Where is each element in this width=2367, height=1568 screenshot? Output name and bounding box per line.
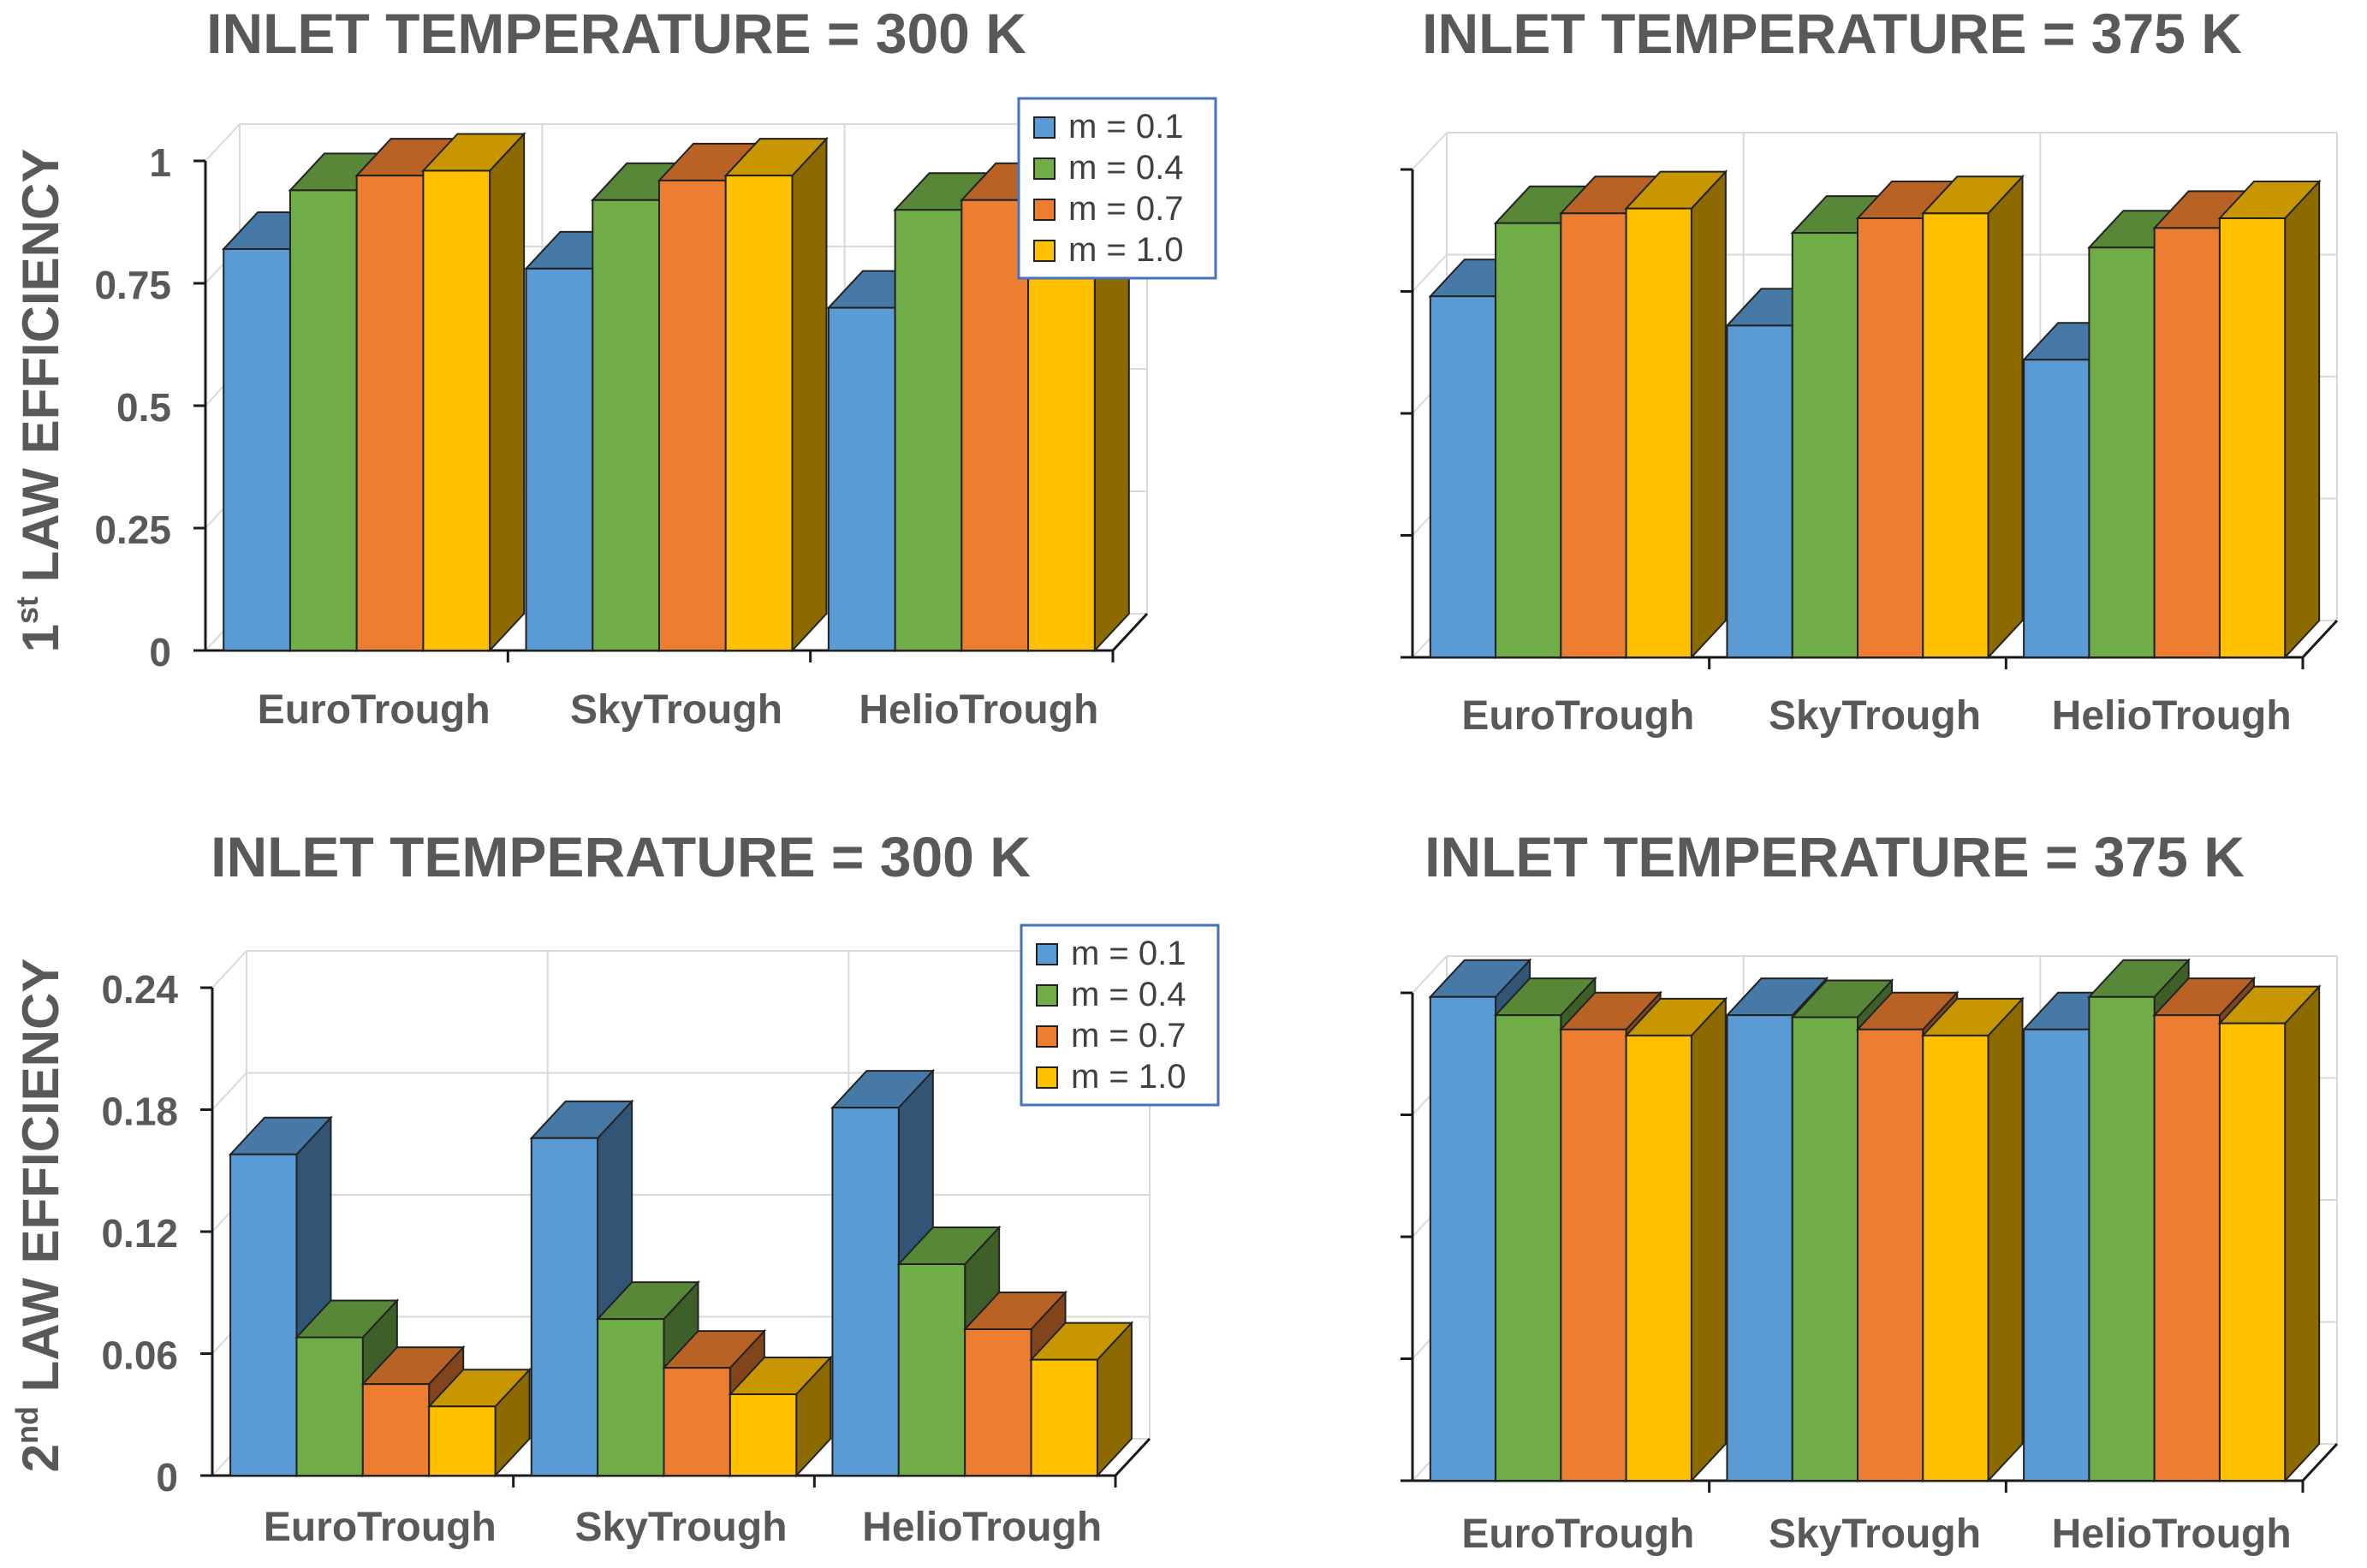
legend-label: m = 0.1 bbox=[1071, 935, 1186, 972]
legend-swatch bbox=[1036, 943, 1058, 965]
x-tick-label: EuroTrough bbox=[1461, 1512, 1694, 1557]
bars bbox=[1428, 958, 2322, 1483]
y-axis-label: 1st LAW EFFICIENCY bbox=[9, 149, 69, 653]
legend-label: m = 0.4 bbox=[1071, 976, 1186, 1013]
legend-item: m = 0.1 bbox=[1036, 935, 1186, 972]
y-tick-label: 0.24 bbox=[101, 967, 178, 1012]
chart-title: INLET TEMPERATURE = 300 K bbox=[211, 825, 1031, 888]
bar bbox=[1920, 996, 2025, 1483]
legend-label: m = 1.0 bbox=[1071, 1058, 1186, 1096]
bars bbox=[221, 131, 1132, 653]
legend-swatch bbox=[1036, 1066, 1058, 1089]
legend-swatch bbox=[1036, 984, 1058, 1007]
y-axis-label: 2nd LAW EFFICIENCY bbox=[9, 959, 69, 1473]
legend-swatch bbox=[1033, 116, 1056, 139]
legend-item: m = 1.0 bbox=[1036, 1058, 1186, 1096]
bar bbox=[728, 1355, 833, 1478]
y-tick-label: 0 bbox=[156, 1455, 178, 1500]
bar bbox=[1624, 996, 1728, 1483]
legend-label: m = 0.4 bbox=[1068, 149, 1184, 187]
bar bbox=[2217, 179, 2322, 660]
x-tick-label: HelioTrough bbox=[859, 687, 1098, 733]
bar bbox=[1920, 174, 2025, 660]
chart-title: INLET TEMPERATURE = 375 K bbox=[1422, 2, 2242, 65]
y-tick-label: 1 bbox=[149, 140, 171, 185]
legend-item: m = 1.0 bbox=[1033, 231, 1184, 269]
legend-swatch bbox=[1033, 199, 1056, 221]
y-tick-label: 0.25 bbox=[94, 508, 171, 552]
legend-label: m = 0.7 bbox=[1071, 1017, 1186, 1054]
legend-swatch bbox=[1033, 240, 1056, 262]
legend-label: m = 0.7 bbox=[1068, 190, 1184, 228]
x-tick-label: HelioTrough bbox=[2052, 693, 2292, 739]
x-tick-label: HelioTrough bbox=[2052, 1512, 2292, 1557]
chart-title: INLET TEMPERATURE = 300 K bbox=[206, 2, 1026, 65]
legend-item: m = 0.1 bbox=[1033, 108, 1184, 146]
bar bbox=[421, 131, 526, 653]
legend: m = 0.1 m = 0.4 m = 0.7 m = 1.0 bbox=[1020, 924, 1220, 1107]
legend-item: m = 0.7 bbox=[1036, 1017, 1186, 1054]
y-tick-label: 0.5 bbox=[116, 385, 171, 430]
x-tick-label: SkyTrough bbox=[570, 687, 782, 733]
legend: m = 0.1m = 0.4m = 0.7m = 1.0 bbox=[1017, 97, 1217, 280]
x-tick-label: EuroTrough bbox=[258, 687, 491, 733]
chart-panel-1st-law-300k: INLET TEMPERATURE = 300 K 0 0.25 0.5 0.75 1 Eu… bbox=[9, 2, 1217, 733]
chart-panel-1st-law-375k: INLET TEMPERATURE = 375 K EuroTrough SkyTr… bbox=[1401, 2, 2339, 739]
bar bbox=[426, 1367, 532, 1478]
legend-swatch bbox=[1036, 1025, 1058, 1048]
legend-label: m = 1.0 bbox=[1068, 231, 1184, 269]
chart-panel-2nd-law-375k: INLET TEMPERATURE = 375 K EuroTrough SkyTr… bbox=[1401, 825, 2339, 1557]
y-tick-label: 0.75 bbox=[94, 263, 171, 307]
x-tick-label: SkyTrough bbox=[1769, 1512, 1981, 1557]
x-tick-label: EuroTrough bbox=[1461, 693, 1694, 739]
y-tick-label: 0.18 bbox=[101, 1090, 178, 1134]
bar bbox=[228, 1115, 333, 1478]
y-tick-label: 0.06 bbox=[101, 1333, 178, 1378]
chart-panel-2nd-law-300k: INLET TEMPERATURE = 300 K 0 0.06 0.12 0.18 0.… bbox=[9, 825, 1220, 1550]
bars bbox=[1428, 169, 2322, 660]
x-tick-label: SkyTrough bbox=[1769, 693, 1981, 739]
legend-swatch bbox=[1033, 157, 1056, 180]
legend-item: m = 0.4 bbox=[1036, 976, 1186, 1013]
legend-item: m = 0.4 bbox=[1033, 149, 1184, 187]
bar bbox=[723, 136, 829, 653]
x-tick-label: SkyTrough bbox=[574, 1505, 787, 1550]
x-tick-label: EuroTrough bbox=[264, 1505, 497, 1550]
chart-title: INLET TEMPERATURE = 375 K bbox=[1424, 825, 2245, 888]
bars bbox=[228, 1068, 1134, 1478]
y-tick-label: 0.12 bbox=[101, 1211, 178, 1256]
legend-label: m = 0.1 bbox=[1068, 108, 1184, 146]
legend-item: m = 0.7 bbox=[1033, 190, 1184, 228]
bar bbox=[1624, 169, 1728, 660]
x-tick-label: HelioTrough bbox=[862, 1505, 1102, 1550]
y-tick-label: 0 bbox=[149, 630, 171, 674]
bar bbox=[2217, 984, 2322, 1483]
bar bbox=[1029, 1321, 1134, 1478]
